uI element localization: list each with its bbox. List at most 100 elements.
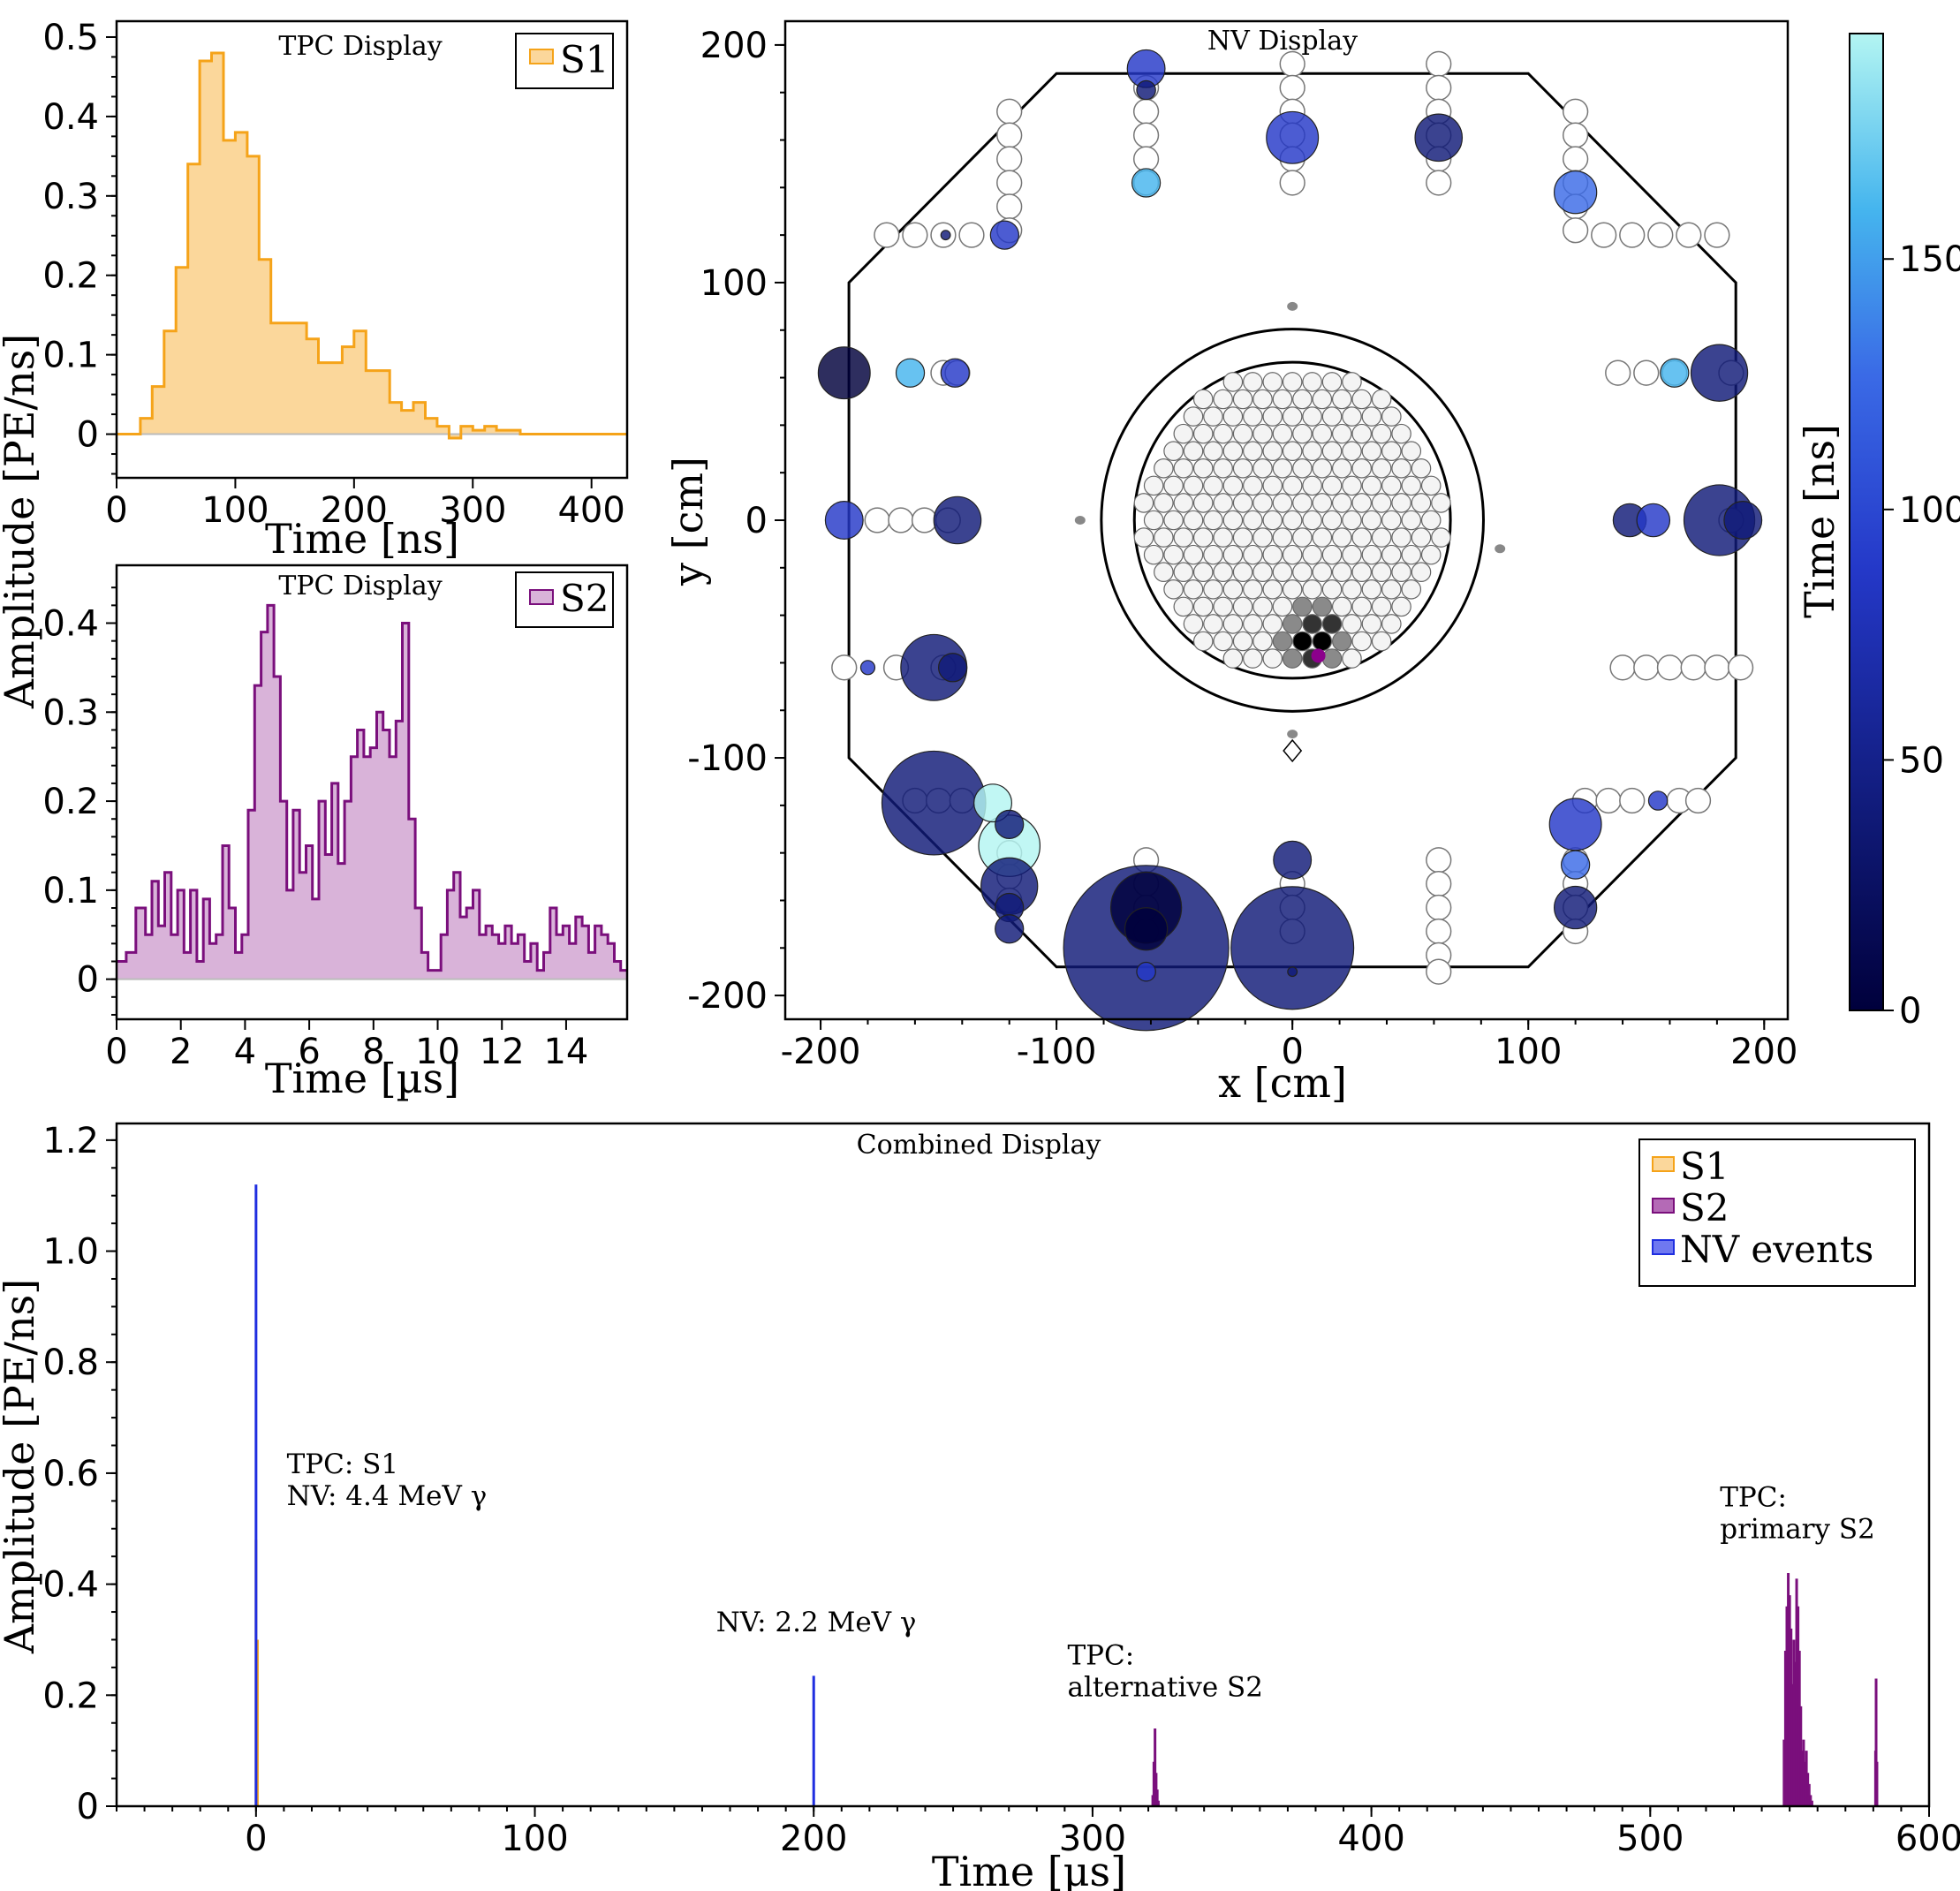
- tpc-pmt: [1222, 372, 1244, 392]
- tpc-pmt: [1321, 579, 1343, 600]
- tpc-pmt: [1351, 562, 1372, 582]
- tpc-pmt: [1272, 631, 1293, 652]
- tpc-pmt: [1401, 441, 1422, 461]
- nv-pmt: [1656, 654, 1684, 681]
- tpc-pmt: [1381, 406, 1402, 427]
- tpc-pmt: [1331, 493, 1352, 513]
- tpc-pmt: [1371, 596, 1392, 617]
- combined-ytick-label: 0: [77, 1787, 99, 1827]
- tpc-pmt: [1192, 493, 1214, 513]
- tpc-pmt: [1262, 579, 1283, 600]
- s2-ytick-label: 0.2: [42, 782, 99, 822]
- tpc-pmt: [1312, 527, 1333, 548]
- nv-hit: [989, 220, 1019, 250]
- tpc-pmt: [1391, 527, 1411, 548]
- legend-swatch-nv: [1652, 1239, 1675, 1255]
- legend-label-s2: S2: [1680, 1186, 1729, 1229]
- nv-ytick-label: 200: [700, 26, 768, 66]
- tpc-pmt: [1243, 579, 1263, 600]
- s1-ytick-label: 0.1: [42, 336, 99, 376]
- s2-axes-frame: [115, 564, 629, 1021]
- colorbar: 0 50 100 150 Time [ns]: [1796, 33, 1960, 1032]
- tpc-pmt: [1192, 389, 1214, 410]
- tpc-pmt: [1243, 544, 1263, 565]
- combined-panel: 0 100 200 300 400 500 600 0 0.2 0.4 0.6 0.8 1.0 1.2 C…: [0, 1121, 1960, 1891]
- nv-xtick-label: 0: [1281, 1032, 1303, 1072]
- tpc-pmt: [1401, 579, 1422, 600]
- nv-panel: -200 -100 0 100 200 -200 -100 0 100 200 NV Displa…: [664, 19, 1960, 1107]
- colorbar-tick-label: 100: [1899, 490, 1960, 531]
- tpc-pmt: [1222, 475, 1244, 496]
- s2-xtick-label: 14: [543, 1032, 588, 1072]
- tpc-pmt: [1292, 631, 1313, 652]
- tpc-pmt: [1431, 527, 1451, 548]
- nv-hit: [937, 653, 968, 683]
- tpc-pmt: [1262, 372, 1283, 392]
- s1-xtick-label: 200: [321, 490, 388, 531]
- tpc-pmt: [1391, 458, 1411, 479]
- tpc-pmt: [1272, 389, 1293, 410]
- tpc-pmt: [1163, 475, 1184, 496]
- tpc-pmt: [1143, 475, 1164, 496]
- s1-xtick-label: 300: [439, 490, 506, 531]
- nv-xlabel: x [cm]: [1218, 1059, 1347, 1107]
- s2-ytick-label: 0.4: [42, 604, 99, 645]
- tpc-pmt: [1252, 458, 1273, 479]
- tpc-pmt: [1243, 648, 1263, 669]
- tpc-pmt: [1163, 579, 1184, 600]
- tpc-pmt: [1243, 372, 1263, 392]
- combined-title: Combined Display: [857, 1130, 1101, 1161]
- combined-ytick-label: 0.2: [42, 1675, 99, 1716]
- tpc-pmt: [1312, 631, 1333, 652]
- colorbar-gradient: [1849, 33, 1884, 1011]
- tpc-pmt: [1361, 614, 1382, 634]
- annotation-line: NV: 2.2 MeV γ: [716, 1607, 917, 1638]
- nv-pmt: [1684, 787, 1712, 814]
- tpc-pmt: [1342, 475, 1362, 496]
- nv-pmt: [1426, 170, 1452, 196]
- tpc-pmt: [1401, 544, 1422, 565]
- annotation-line: alternative S2: [1068, 1672, 1264, 1704]
- tpc-pmt: [1173, 527, 1194, 548]
- tpc-pmt: [1252, 562, 1273, 582]
- tpc-pmt: [1351, 458, 1372, 479]
- tpc-pmt: [1331, 458, 1352, 479]
- tpc-pmt: [1351, 527, 1372, 548]
- tpc-pmt: [1420, 510, 1442, 531]
- nv-pmt: [1609, 654, 1636, 681]
- tpc-pmt: [1203, 544, 1223, 565]
- nv-hit: [1287, 966, 1298, 978]
- combined-ytick-label: 0.6: [42, 1454, 99, 1494]
- colorbar-label: Time [ns]: [1796, 424, 1843, 618]
- tpc-pmt: [1252, 527, 1273, 548]
- tpc-pmt: [1232, 631, 1253, 652]
- colorbar-tick-label: 150: [1899, 239, 1960, 280]
- tpc-pmt: [1154, 527, 1174, 548]
- tpc-pmt: [1173, 458, 1194, 479]
- tpc-pmt: [1282, 648, 1303, 669]
- tpc-pmt: [1321, 441, 1343, 461]
- tpc-circle: [1132, 360, 1452, 680]
- tpc-pmt: [1222, 648, 1244, 669]
- nv-title: NV Display: [1207, 26, 1358, 57]
- combined-ytick-label: 1.2: [42, 1121, 99, 1161]
- nv-pmt: [1426, 958, 1452, 985]
- nv-pmt: [1591, 222, 1617, 248]
- combined-xtick-label: 0: [245, 1819, 267, 1859]
- calibration-marker: [1495, 544, 1506, 554]
- nv-pmt: [1595, 787, 1622, 814]
- tpc-pmt: [1222, 441, 1244, 461]
- tpc-pmt: [1232, 458, 1253, 479]
- tpc-pmt: [1342, 648, 1362, 669]
- nv-xtick-label: 200: [1730, 1032, 1797, 1072]
- s1-title: TPC Display: [278, 31, 442, 62]
- nv-ytick-label: -200: [687, 976, 768, 1017]
- tpc-pmt: [1342, 510, 1362, 531]
- nv-pmt: [902, 222, 928, 248]
- tpc-pmt: [1282, 614, 1303, 634]
- tpc-pmt: [1222, 544, 1244, 565]
- nv-xtick-label: 100: [1495, 1032, 1562, 1072]
- tpc-pmt: [1213, 527, 1233, 548]
- tpc-pmt: [1272, 596, 1293, 617]
- nv-hit: [995, 809, 1025, 840]
